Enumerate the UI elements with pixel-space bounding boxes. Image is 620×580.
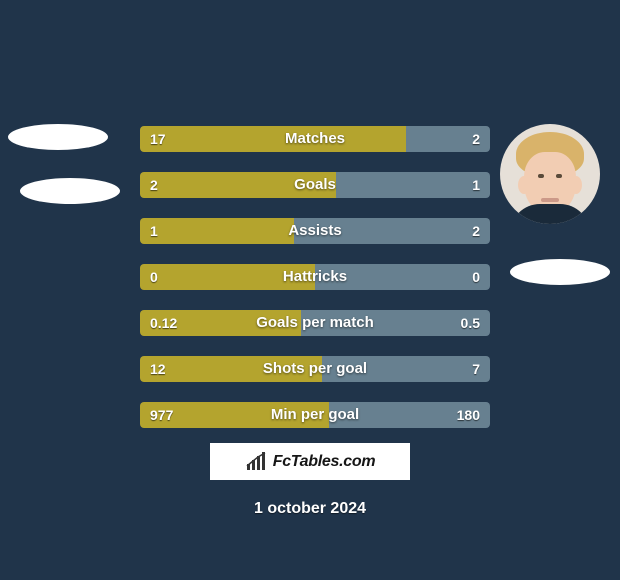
stat-label: Hattricks bbox=[140, 264, 490, 290]
player2-shadow-ellipse bbox=[510, 259, 610, 285]
stat-bar: 12Assists bbox=[140, 218, 490, 244]
stat-bar: 00Hattricks bbox=[140, 264, 490, 290]
stat-bar: 172Matches bbox=[140, 126, 490, 152]
player2-face-illustration bbox=[500, 124, 600, 224]
brand-text: FcTables.com bbox=[273, 453, 376, 471]
date-text: 1 october 2024 bbox=[0, 500, 620, 518]
player2-avatar bbox=[500, 124, 600, 224]
stat-label: Min per goal bbox=[140, 402, 490, 428]
brand-chart-icon bbox=[245, 452, 267, 472]
player1-avatar-placeholder-2 bbox=[20, 178, 120, 204]
player1-avatar-placeholder-1 bbox=[8, 124, 108, 150]
stat-label: Goals per match bbox=[140, 310, 490, 336]
stat-bar: 977180Min per goal bbox=[140, 402, 490, 428]
brand-badge: FcTables.com bbox=[210, 443, 410, 480]
stat-bar: 127Shots per goal bbox=[140, 356, 490, 382]
stat-bars: 172Matches 21Goals 12Assists 00Hattricks 0.1… bbox=[140, 126, 490, 448]
stat-label: Matches bbox=[140, 126, 490, 152]
stat-label: Goals bbox=[140, 172, 490, 198]
stat-bar: 0.120.5Goals per match bbox=[140, 310, 490, 336]
stat-label: Shots per goal bbox=[140, 356, 490, 382]
comparison-card: Williams vs Robert Crawford Club competi… bbox=[0, 0, 620, 580]
stat-bar: 21Goals bbox=[140, 172, 490, 198]
stat-label: Assists bbox=[140, 218, 490, 244]
